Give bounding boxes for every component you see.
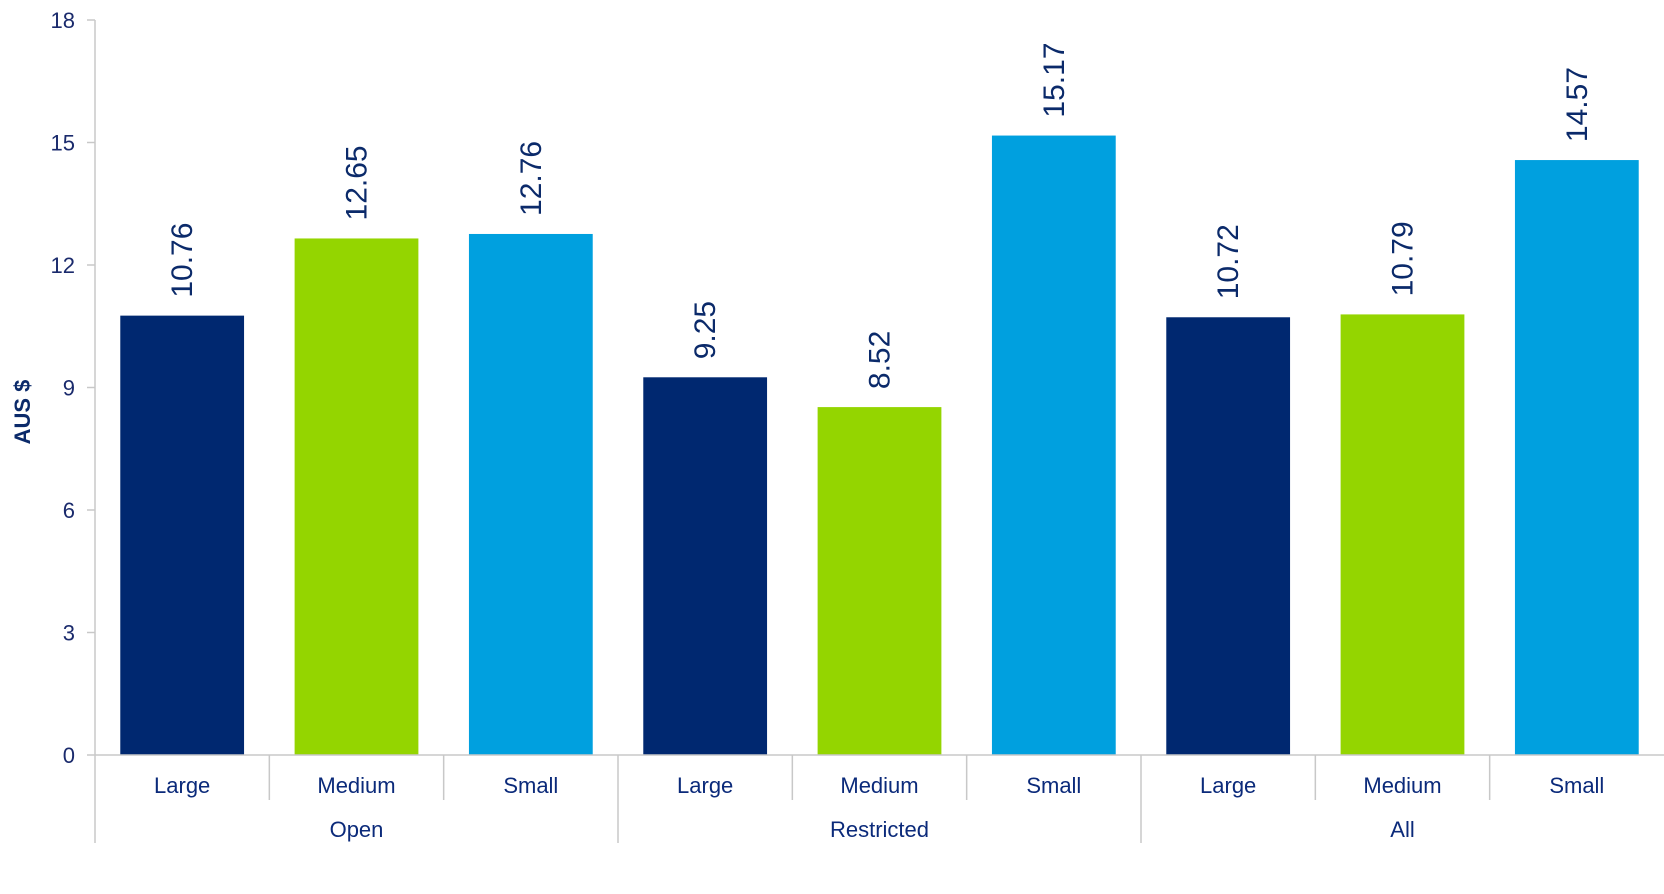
category-label: Large bbox=[1200, 773, 1256, 798]
y-tick-label: 6 bbox=[63, 498, 75, 523]
bar-restricted-small bbox=[991, 135, 1116, 755]
y-tick-label: 12 bbox=[51, 253, 75, 278]
y-tick-label: 18 bbox=[51, 8, 75, 33]
y-tick-label: 3 bbox=[63, 621, 75, 646]
data-label: 10.79 bbox=[1387, 221, 1420, 296]
y-axis: 0 3 6 9 12 15 18 bbox=[51, 8, 96, 768]
category-label: Large bbox=[677, 773, 733, 798]
bar-restricted-medium bbox=[817, 407, 942, 755]
group-label: Restricted bbox=[830, 817, 929, 842]
group-label: All bbox=[1390, 817, 1414, 842]
data-label: 12.76 bbox=[515, 141, 548, 216]
y-tick-label: 9 bbox=[63, 376, 75, 401]
y-tick-label: 0 bbox=[63, 743, 75, 768]
bar-open-small bbox=[468, 233, 593, 755]
category-label: Large bbox=[154, 773, 210, 798]
category-label: Small bbox=[1549, 773, 1604, 798]
category-label: Medium bbox=[840, 773, 918, 798]
x-axis: Large Medium Small Open Large Medium Small Rest… bbox=[94, 754, 1664, 843]
y-axis-title: AUS $ bbox=[10, 380, 35, 445]
data-label: 15.17 bbox=[1038, 42, 1071, 117]
y-tick-label: 15 bbox=[51, 131, 75, 156]
category-label: Small bbox=[503, 773, 558, 798]
category-label: Medium bbox=[1363, 773, 1441, 798]
data-label: 10.72 bbox=[1212, 224, 1245, 299]
group-label: Open bbox=[330, 817, 384, 842]
bar-all-large bbox=[1166, 317, 1291, 755]
bar-all-medium bbox=[1340, 314, 1465, 755]
data-label: 10.76 bbox=[166, 223, 199, 298]
data-label: 12.65 bbox=[341, 145, 374, 220]
bar-restricted-large bbox=[643, 377, 768, 755]
data-label: 9.25 bbox=[689, 301, 722, 359]
bar-all-small bbox=[1514, 160, 1639, 755]
bar-open-large bbox=[120, 315, 245, 755]
bars: 10.76 12.65 12.76 9.25 8.52 15.17 10.72 10.79 14… bbox=[120, 42, 1639, 756]
data-label: 8.52 bbox=[864, 331, 897, 389]
category-label: Medium bbox=[317, 773, 395, 798]
data-label: 14.57 bbox=[1561, 67, 1594, 142]
bar-open-medium bbox=[294, 238, 419, 756]
category-label: Small bbox=[1026, 773, 1081, 798]
